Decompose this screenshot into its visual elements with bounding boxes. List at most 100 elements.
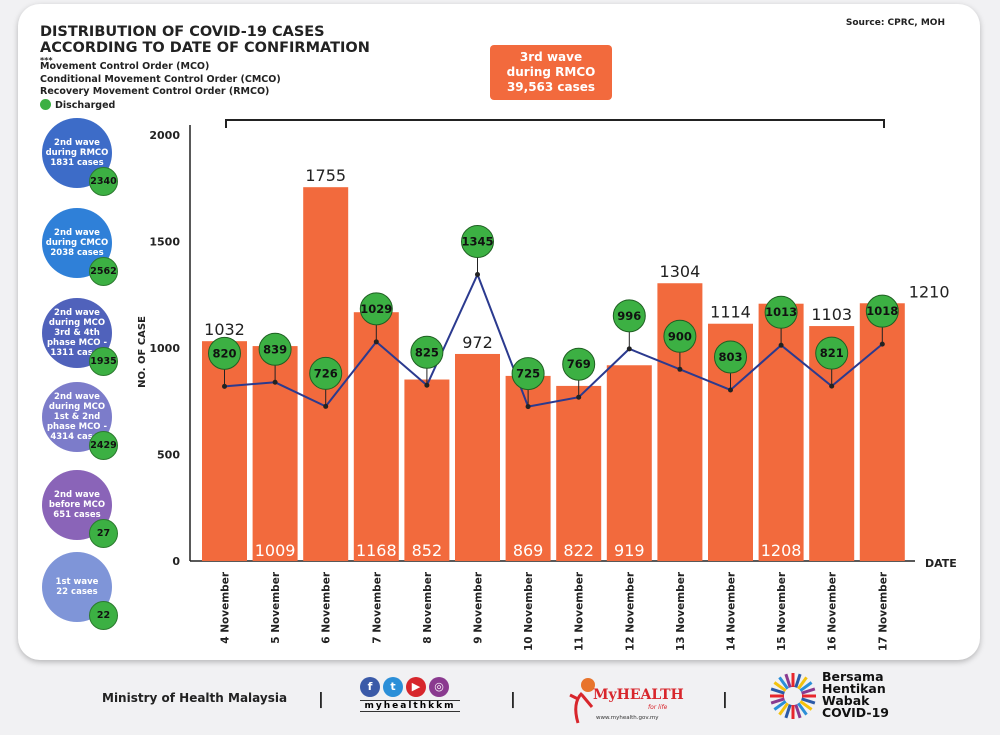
discharged-marker (359, 292, 393, 326)
instagram-icon[interactable]: ◎ (429, 677, 449, 697)
discharged-marker (511, 357, 545, 391)
x-tick-label: 15 November (776, 571, 788, 651)
wave-label: 2nd wave before MCO 651 cases (49, 490, 105, 520)
bar (353, 312, 399, 561)
wave-label-line: phase MCO - (46, 422, 108, 432)
twitter-icon[interactable]: t (383, 677, 403, 697)
callout-line1: 3rd wave (519, 50, 583, 64)
wave-label: 2nd wave during MCO 1st & 2nd phase MCO -43… (47, 392, 107, 442)
bar-value-label: 919 (614, 541, 645, 560)
bar-value-label: 1208 (761, 541, 802, 560)
x-tick-label: 13 November (675, 571, 687, 651)
myhealth-text: MyHEALTH (593, 687, 684, 703)
bar-value-label: 1009 (255, 541, 296, 560)
ministry-name: Ministry of Health Malaysia (102, 691, 288, 705)
separator: | (510, 689, 516, 708)
wave-label-line: 651 cases (53, 510, 101, 520)
discharged-value-label: 725 (516, 367, 540, 381)
wave-label-line: 2nd wave (54, 138, 100, 148)
discharged-value-label: 1345 (461, 235, 493, 249)
title-line2: ACCORDING TO DATE OF CONFIRMATION (40, 40, 370, 56)
discharged-value-label: 900 (668, 329, 692, 343)
wave-label-line: during MCO (48, 402, 106, 412)
campaign-line: Hentikan (822, 681, 886, 696)
x-tick-label: 6 November (321, 571, 333, 644)
x-tick-label: 11 November (574, 571, 586, 651)
x-tick-label: 16 November (827, 571, 839, 651)
wave-label-line: 1st & 2nd (53, 412, 101, 422)
discharged-marker (410, 335, 444, 369)
wave-bubble: 2nd wave during MCO 1st & 2nd phase MCO -43… (42, 382, 118, 460)
separator: | (318, 689, 324, 708)
wave-discharged: 1935 (89, 347, 118, 376)
discharged-value-label: 1013 (765, 305, 797, 319)
bar-value-label: 972 (462, 333, 493, 352)
wave-label: 2nd wave during RMCO 1831 cases (46, 138, 109, 168)
wave-label-line: 1831 cases (50, 158, 104, 168)
bar-value-label: 1304 (660, 262, 701, 281)
bar-line-chart: 0 500 1000 1500 2000 NO. OF CASE DATE 1032 4 Nov… (137, 119, 957, 651)
bar-value-label: 1755 (305, 166, 346, 185)
dots: *** (40, 56, 53, 65)
y-tick-label: 0 (172, 555, 180, 568)
wave-label-line: 2nd wave (54, 490, 100, 500)
x-tick-label: 8 November (422, 571, 434, 644)
wave-bubble: 2nd wave during MCO 3rd & 4th phase MCO -13… (42, 298, 118, 376)
youtube-icon[interactable]: ▶ (406, 677, 426, 697)
green-dot-icon (40, 98, 51, 110)
discharged-value-label: 769 (567, 357, 591, 371)
campaign-line: COVID-19 (822, 705, 889, 720)
x-tick-label: 4 November (220, 571, 232, 644)
title-line1: DISTRIBUTION OF COVID-19 CASES (40, 24, 325, 40)
campaign-line: Wabak (822, 693, 870, 708)
wave-label: 2nd wave during CMCO 2038 cases (46, 228, 109, 258)
page-title: DISTRIBUTION OF COVID-19 CASES ACCORDING… (40, 24, 370, 56)
discharged-marker (461, 225, 494, 259)
myhealth-logo: MyHEALTH for life www.myhealth.gov.my (568, 677, 684, 727)
discharged-value-label: 1029 (360, 302, 392, 316)
facebook-icon[interactable]: f (360, 677, 380, 697)
y-tick-label: 2000 (149, 129, 180, 142)
discharged-marker (612, 299, 646, 333)
wave-label-line: 1st wave (55, 577, 99, 587)
discharged-value-label: 825 (415, 345, 439, 359)
wave-label-line: during CMCO (45, 238, 109, 248)
campaign-line: Bersama (822, 669, 884, 684)
wave-bubble: 2nd wave during RMCO 1831 cases 2340 (42, 118, 118, 196)
callout-line2: during RMCO (506, 65, 596, 79)
discharged-value-label: 726 (314, 366, 338, 380)
discharged-value-label: 821 (820, 346, 844, 360)
social-logos: f t ▶ ◎ myhealthkkm (360, 675, 470, 712)
bar-value-label: 869 (513, 541, 544, 560)
wave-label-line: 22 cases (56, 587, 98, 597)
social-handle: myhealthkkm (360, 700, 460, 712)
y-tick-label: 500 (157, 449, 180, 462)
x-tick-label: 5 November (270, 571, 282, 644)
wave-label-line: 4314 cases (50, 432, 104, 442)
discharged-marker (865, 294, 899, 328)
discharged-marker (208, 336, 241, 370)
myhealth-url: www.myhealth.gov.my (596, 715, 659, 721)
bar-value-label: 1168 (356, 541, 397, 560)
x-tick-label: 9 November (473, 571, 485, 644)
myhealth-figure-icon (569, 678, 595, 724)
wave-label-line: 2nd wave (54, 392, 100, 402)
bar-value-label: 822 (563, 541, 594, 560)
bar-value-label: 1210 (909, 282, 950, 301)
source: Source: CPRC, MOH (845, 18, 945, 28)
wave-label-line: 2nd wave (54, 308, 100, 318)
legend-rmco: Recovery Movement Control Order (RMCO) (40, 86, 270, 97)
discharged-value-label: 1018 (866, 304, 898, 318)
legend-mco: Movement Control Order (MCO) (40, 61, 210, 72)
separator: | (722, 689, 728, 708)
x-tick-label: 12 November (624, 571, 636, 651)
discharged-marker (562, 347, 596, 381)
x-tick-label: 7 November (371, 571, 383, 644)
discharged-marker (309, 356, 343, 390)
wave-bubble: 2nd wave before MCO 651 cases 27 (42, 470, 118, 548)
bar (404, 379, 450, 561)
x-axis-label: DATE (925, 557, 957, 570)
discharged-value-label: 803 (718, 350, 742, 364)
discharged-label: Discharged (55, 99, 116, 111)
wave-label-line: 2nd wave (54, 228, 100, 238)
